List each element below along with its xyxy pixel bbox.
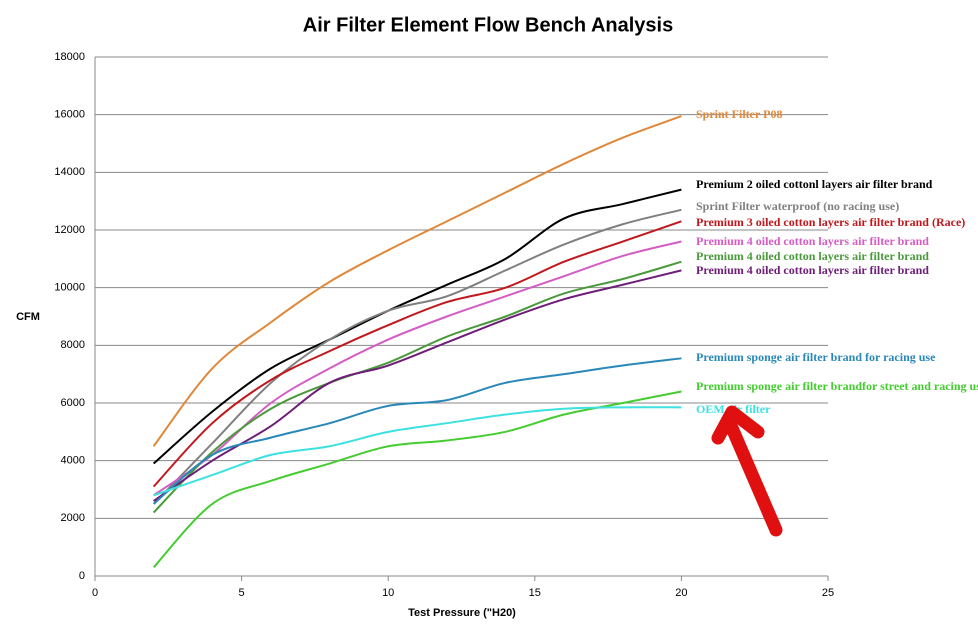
series-line: [152, 115, 682, 447]
series-label: Premium 3 oiled cotton layers air filter…: [696, 215, 965, 229]
x-axis-title: Test Pressure ("H20): [408, 607, 516, 619]
series-line: [152, 188, 682, 465]
y-tick-label: 4000: [61, 455, 85, 467]
series-line: [153, 240, 682, 497]
series-line: [152, 390, 682, 569]
y-tick-label: 2000: [61, 512, 85, 524]
plot-area: 0 2000 4000 6000 8000 10000 12000 14000 16000 180…: [54, 51, 978, 599]
series-label: Premium 4 oiled cotton layers air filter…: [696, 263, 929, 277]
x-tick-label: 0: [92, 587, 98, 599]
y-axis-title: CFM: [16, 311, 40, 323]
series-label: Sprint Filter waterproof (no racing use): [696, 199, 899, 213]
x-tick-label: 25: [822, 587, 834, 599]
chart-title: Air Filter Element Flow Bench Analysis: [303, 14, 673, 36]
series-line: [152, 220, 682, 488]
y-tick-label: 0: [79, 570, 85, 582]
series-line: [152, 208, 682, 505]
series-label: Premium 4 oiled cotton layers air filter…: [696, 234, 929, 248]
series-line: [153, 269, 682, 502]
series-label: Premium 2 oiled cottonl layers air filte…: [696, 177, 933, 191]
y-tick-label: 18000: [54, 51, 85, 63]
y-tick-label: 8000: [61, 339, 85, 351]
series-line: [152, 260, 682, 514]
series-line: [152, 357, 682, 505]
series-label: Premium sponge air filter brandfor stree…: [696, 379, 978, 393]
x-tick-label: 5: [239, 587, 245, 599]
x-tick-label: 20: [675, 587, 687, 599]
series-label: Premium sponge air filter brand for raci…: [696, 350, 936, 364]
y-tick-label: 12000: [54, 224, 85, 236]
series-label: Sprint Filter P08: [696, 107, 782, 121]
y-tick-label: 16000: [54, 109, 85, 121]
series-line: [153, 406, 682, 497]
y-tick-label: 6000: [61, 397, 85, 409]
arrow: [711, 405, 783, 537]
x-tick-label: 15: [529, 587, 541, 599]
series-label: Premium 4 oiled cotton layers air filter…: [696, 249, 929, 263]
x-tick-label: 10: [382, 587, 394, 599]
y-tick-label: 10000: [54, 282, 85, 294]
y-tick-label: 14000: [54, 166, 85, 178]
